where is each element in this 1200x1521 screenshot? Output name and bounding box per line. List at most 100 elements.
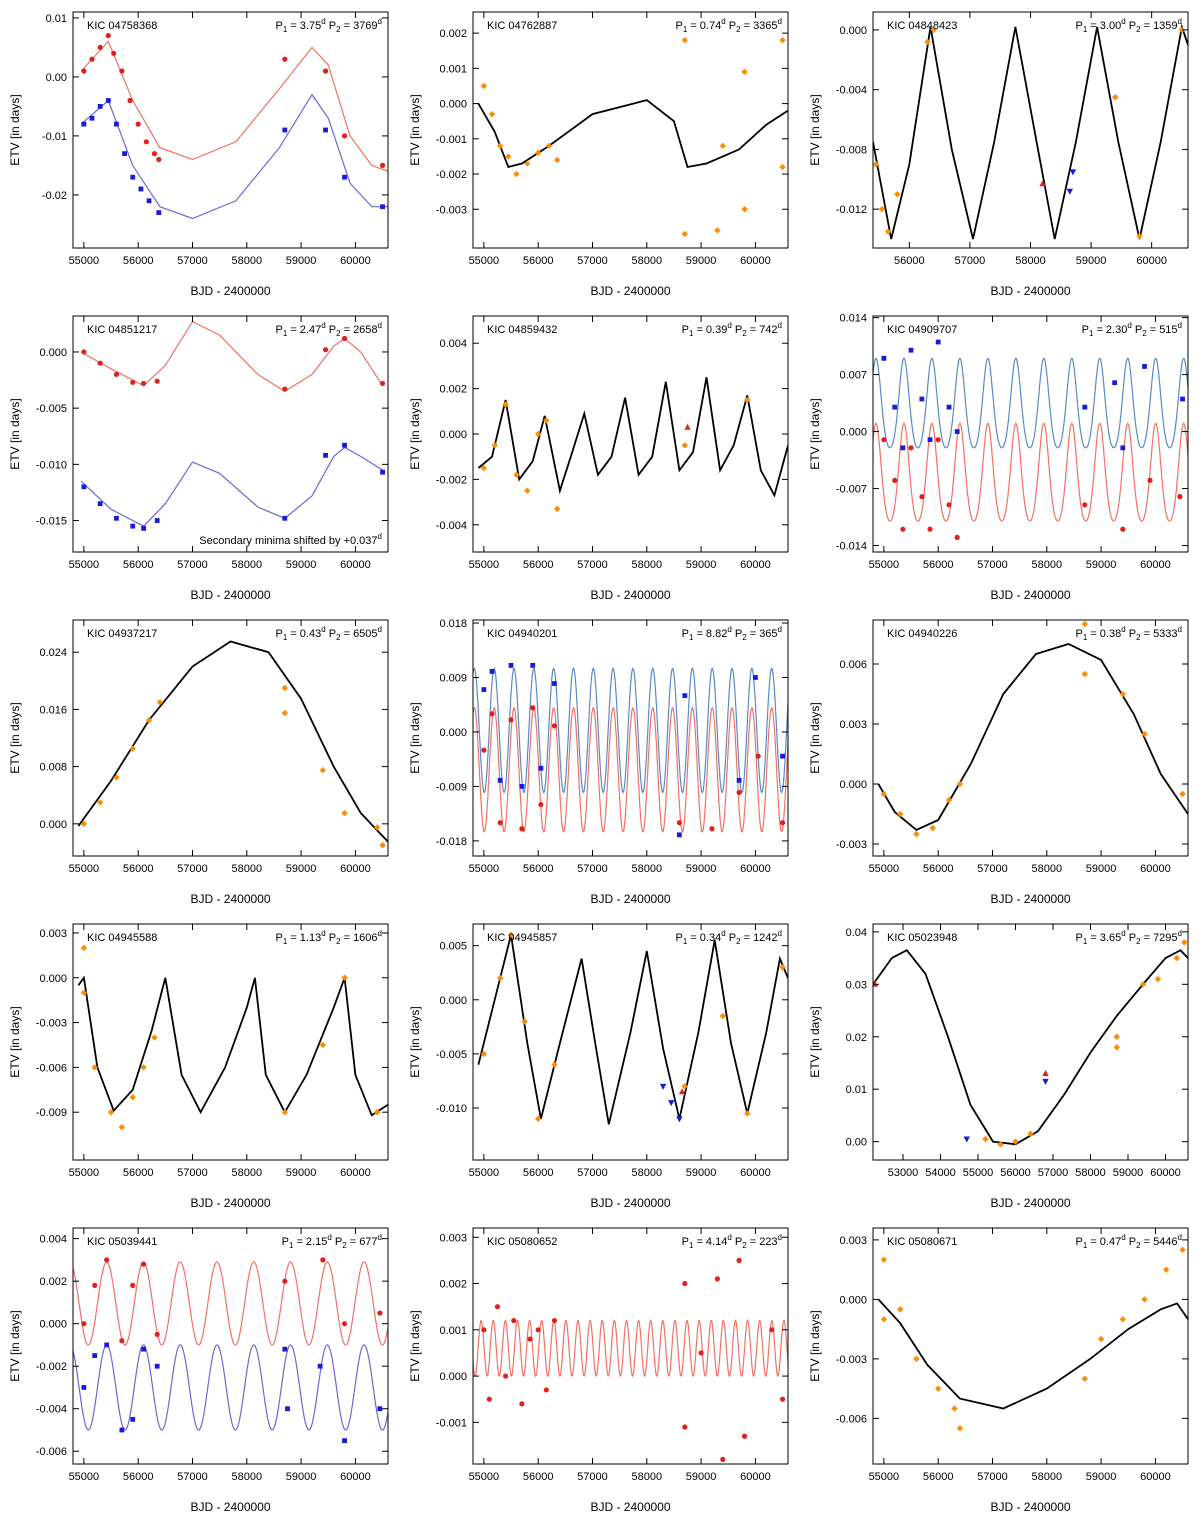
x-tick-label: 60000 bbox=[740, 255, 771, 267]
panel-title: KIC 05023948 bbox=[887, 932, 957, 944]
x-tick-label: 55000 bbox=[469, 255, 500, 267]
data-point bbox=[963, 1136, 970, 1143]
x-tick-label: 55000 bbox=[963, 1167, 994, 1179]
data-point bbox=[104, 1342, 110, 1348]
x-tick-label: 54000 bbox=[925, 1167, 956, 1179]
data-point bbox=[81, 1321, 87, 1327]
data-point bbox=[681, 36, 689, 44]
model-curve bbox=[477, 99, 788, 169]
data-point bbox=[1181, 939, 1188, 946]
data-point bbox=[130, 174, 136, 180]
data-point bbox=[678, 1088, 686, 1095]
data-point bbox=[880, 1316, 888, 1323]
x-tick-label: 55000 bbox=[469, 1471, 500, 1483]
period-label: P1 = 1.13d P2 = 1606d bbox=[275, 929, 382, 946]
panel-title: KIC 04945588 bbox=[87, 932, 157, 944]
etv-chart: 55000 56000 57000 58000 59000 60000 0.024 0.016… bbox=[8, 619, 389, 906]
x-tick-label: 59000 bbox=[686, 863, 717, 875]
data-point bbox=[519, 784, 525, 789]
x-tick-label: 56000 bbox=[123, 255, 154, 267]
data-point bbox=[322, 68, 329, 74]
y-axis-title: ETV [in days] bbox=[8, 1006, 22, 1077]
data-point bbox=[780, 753, 785, 759]
x-tick-label: 56000 bbox=[523, 863, 554, 875]
x-tick-label: 56000 bbox=[123, 1471, 154, 1483]
data-point bbox=[1142, 364, 1147, 369]
data-point bbox=[551, 1061, 558, 1068]
data-point bbox=[880, 790, 888, 798]
x-tick-label: 57000 bbox=[977, 559, 1008, 571]
data-point bbox=[341, 809, 348, 817]
data-point bbox=[130, 523, 136, 529]
x-tick-label: 55000 bbox=[469, 863, 500, 875]
x-tick-label: 56000 bbox=[923, 1471, 954, 1483]
data-point bbox=[96, 799, 104, 806]
x-tick-label: 59000 bbox=[686, 1167, 717, 1179]
y-tick-label: -0.003 bbox=[836, 1354, 867, 1366]
x-tick-label: 60000 bbox=[340, 863, 371, 875]
plot-frame bbox=[872, 619, 1189, 857]
y-tick-label: 0.00 bbox=[846, 1137, 867, 1149]
x-tick-label: 53000 bbox=[888, 1167, 919, 1179]
x-tick-label: 56000 bbox=[123, 1167, 154, 1179]
data-point bbox=[1120, 526, 1126, 532]
x-tick-label: 58000 bbox=[231, 1471, 262, 1483]
data-point bbox=[481, 687, 487, 692]
data-point bbox=[659, 1083, 667, 1090]
data-point bbox=[379, 842, 386, 849]
x-tick-label: 58000 bbox=[231, 1167, 262, 1179]
x-tick-label: 57000 bbox=[577, 559, 608, 571]
y-axis-title: ETV [in days] bbox=[808, 702, 822, 773]
data-point bbox=[496, 974, 504, 982]
y-tick-label: -0.012 bbox=[836, 204, 867, 216]
data-point bbox=[507, 931, 515, 939]
data-point bbox=[927, 526, 933, 532]
etv-panel: 55000 56000 57000 58000 59000 60000 0.014 0.007… bbox=[800, 304, 1200, 608]
x-tick-label: 58000 bbox=[1031, 863, 1062, 875]
data-point bbox=[1112, 380, 1118, 386]
data-point bbox=[1042, 1078, 1049, 1085]
y-tick-label: -0.009 bbox=[436, 781, 467, 793]
x-tick-label: 56000 bbox=[123, 863, 154, 875]
y-tick-label: 0.002 bbox=[39, 1276, 67, 1288]
model-curve bbox=[873, 949, 1188, 1146]
x-tick-label: 55000 bbox=[869, 1471, 900, 1483]
data-point bbox=[1081, 1375, 1089, 1382]
x-tick-label: 60000 bbox=[1150, 1167, 1181, 1179]
plot-area bbox=[473, 1257, 788, 1462]
x-tick-label: 57000 bbox=[577, 1471, 608, 1483]
y-tick-label: 0.004 bbox=[39, 1234, 67, 1246]
data-point bbox=[1082, 404, 1088, 410]
data-point bbox=[1141, 730, 1148, 738]
data-point bbox=[481, 1327, 487, 1333]
data-point bbox=[919, 396, 925, 402]
data-point bbox=[489, 669, 495, 674]
plot-frame bbox=[472, 923, 789, 1161]
data-point bbox=[154, 378, 160, 384]
x-tick-label: 57000 bbox=[177, 559, 208, 571]
data-point bbox=[513, 170, 520, 178]
x-tick-label: 59000 bbox=[1113, 1167, 1144, 1179]
x-axis-title: BJD - 2400000 bbox=[590, 588, 670, 602]
etv-panel: 55000 56000 57000 58000 59000 60000 0.006 0.003… bbox=[800, 608, 1200, 912]
data-point bbox=[714, 1276, 720, 1282]
x-tick-label: 56000 bbox=[894, 255, 925, 267]
etv-chart: 55000 56000 57000 58000 59000 60000 0.002 0.001… bbox=[408, 11, 789, 298]
data-point bbox=[946, 502, 952, 508]
data-point bbox=[489, 711, 495, 717]
data-point bbox=[380, 204, 385, 210]
x-tick-label: 58000 bbox=[231, 863, 262, 875]
plot-area bbox=[77, 944, 388, 1131]
plot-frame bbox=[72, 315, 389, 553]
data-point bbox=[682, 1424, 688, 1430]
data-point bbox=[982, 1135, 989, 1143]
y-tick-label: 0.005 bbox=[439, 941, 467, 953]
data-point bbox=[551, 1317, 558, 1324]
x-tick-label: 56000 bbox=[523, 1471, 554, 1483]
x-axis-title: BJD - 2400000 bbox=[190, 284, 270, 298]
y-tick-label: 0.009 bbox=[439, 672, 467, 684]
y-tick-label: -0.002 bbox=[36, 1361, 67, 1373]
data-point bbox=[80, 944, 88, 952]
data-point bbox=[154, 1331, 160, 1337]
data-point bbox=[323, 452, 328, 458]
